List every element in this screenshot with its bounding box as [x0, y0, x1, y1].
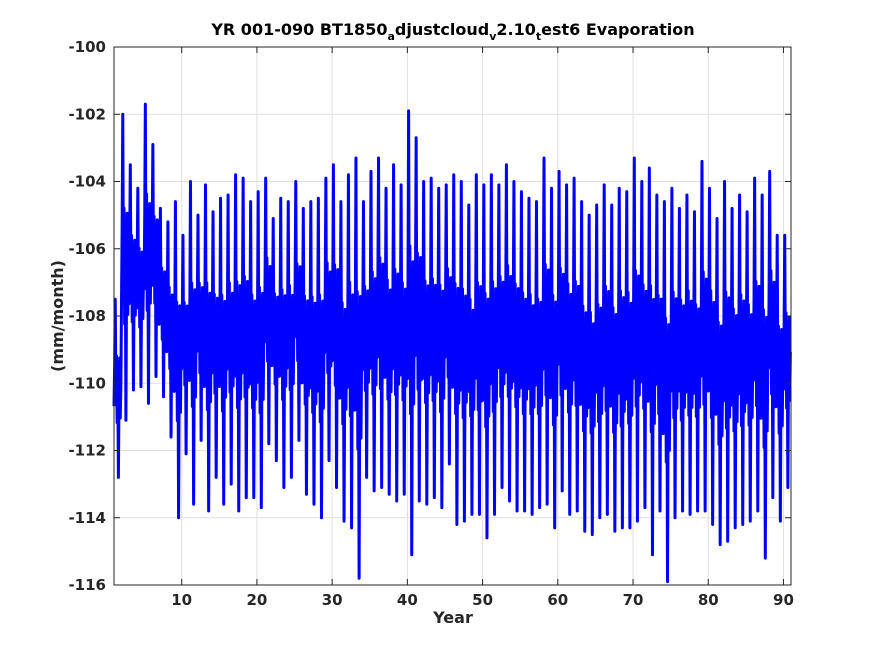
x-axis-label: Year: [432, 608, 473, 627]
y-tick-label: -102: [68, 105, 106, 123]
title-part-1: YR 001-090 BT1850: [210, 20, 387, 39]
series-layer: [112, 102, 792, 584]
title-subscript-3: t: [536, 30, 541, 43]
x-tick-label: 70: [623, 591, 644, 609]
chart-title: YR 001-090 BT1850adjustcloudv2.10test6 E…: [210, 20, 694, 43]
x-tick-label: 20: [246, 591, 267, 609]
y-tick-label: -104: [68, 173, 106, 191]
y-tick-label: -110: [68, 374, 106, 392]
x-tick-label: 60: [547, 591, 568, 609]
y-tick-label: -106: [68, 240, 106, 258]
x-tick-label: 90: [773, 591, 794, 609]
x-tick-label: 80: [698, 591, 719, 609]
x-tick-label: 50: [472, 591, 493, 609]
x-tick-label: 30: [322, 591, 343, 609]
y-tick-label: -108: [68, 307, 106, 325]
y-axis-label: (mm/month): [48, 260, 67, 372]
y-tick-label: -100: [68, 38, 106, 56]
y-tick-label: -114: [68, 509, 106, 527]
title-subscript-2: v: [489, 30, 497, 43]
title-part-4: est6 Evaporation: [541, 20, 695, 39]
x-tick-label: 10: [171, 591, 192, 609]
x-tick-label: 40: [397, 591, 418, 609]
ticks: 10 20 30 40 50 60 70 80 90 -116 -114 -112 -110 -108 -1…: [68, 38, 793, 609]
evaporation-series-line: [112, 102, 792, 584]
title-part-2: djustcloud: [395, 20, 489, 39]
title-subscript-1: a: [387, 30, 394, 43]
title-part-3: 2.10: [496, 20, 535, 39]
y-tick-label: -116: [68, 576, 106, 594]
y-tick-label: -112: [68, 442, 106, 460]
